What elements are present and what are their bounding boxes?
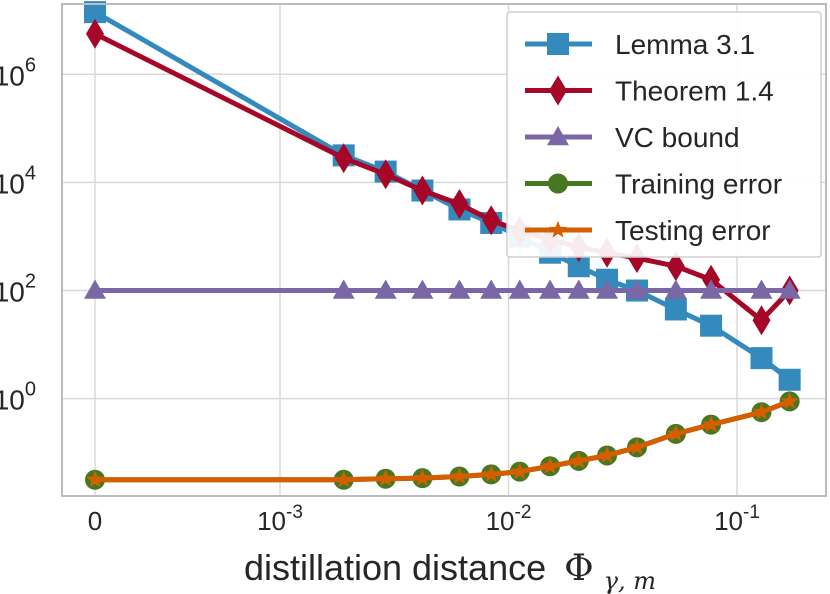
marker-star (752, 402, 771, 420)
marker-square (567, 255, 590, 278)
marker-star (598, 446, 616, 463)
series-testing-error (86, 392, 799, 488)
marker-triangle (508, 279, 531, 299)
marker-triangle (539, 279, 562, 299)
marker-star (702, 415, 720, 433)
marker-diamond (450, 189, 469, 220)
x-tick-labels: 0 10-3 10-2 10-1 (88, 502, 760, 536)
marker-diamond (86, 18, 104, 49)
legend-item: Training error (525, 169, 782, 200)
x-axis-label: distillation distance Φ γ, m (244, 547, 656, 594)
marker-triangle (567, 279, 590, 299)
marker-triangle (596, 279, 619, 299)
marker-triangle (480, 279, 503, 299)
marker-star (376, 469, 395, 487)
x-axis-label-symbol: Φ (564, 548, 594, 589)
marker-square (750, 347, 773, 370)
marker-triangle (332, 279, 355, 299)
legend-item: Lemma 3.1 (525, 29, 755, 60)
marker-triangle (625, 279, 648, 299)
x-tick-label: 10-1 (714, 502, 760, 536)
marker-star (334, 470, 353, 488)
marker-diamond (376, 159, 395, 190)
marker-star (667, 424, 685, 442)
legend-label: Theorem 1.4 (615, 76, 774, 107)
marker-diamond (549, 75, 567, 106)
legend-label: Training error (615, 169, 782, 200)
plot-frame (61, 3, 827, 497)
x-tick-label: 10-2 (486, 502, 532, 536)
marker-square (84, 1, 106, 24)
marker-diamond (482, 205, 501, 236)
marker-triangle (547, 126, 569, 146)
series-vc-bound (84, 279, 801, 299)
legend-label: VC bound (615, 122, 740, 153)
legend-item: VC bound (525, 122, 740, 153)
marker-star (450, 467, 469, 485)
legend-label: Lemma 3.1 (615, 29, 755, 60)
marker-square (547, 33, 569, 55)
marker-star (482, 465, 501, 482)
y-tick-label: 100 (0, 379, 36, 416)
marker-triangle (664, 279, 687, 299)
marker-star (413, 468, 432, 486)
marker-triangle (448, 279, 471, 299)
y-tick-label: 102 (0, 271, 36, 308)
marker-square (664, 298, 687, 321)
marker-triangle (374, 279, 397, 299)
y-tick-label: 104 (0, 162, 36, 199)
marker-triangle (700, 279, 723, 299)
marker-star (549, 220, 567, 238)
legend: Lemma 3.1 Theorem 1.4 VC bound Training err… (506, 11, 822, 258)
marker-star (510, 462, 529, 480)
legend-item: Testing error (525, 215, 771, 246)
marker-circle (548, 173, 568, 194)
x-tick-label: 0 (88, 506, 102, 536)
legend-label: Testing error (615, 215, 771, 246)
legend-box (506, 11, 822, 258)
x-tick-label: 10-3 (257, 502, 303, 536)
marker-triangle (411, 279, 434, 299)
legend-item: Theorem 1.4 (525, 75, 774, 107)
y-tick-labels: 100 102 104 106 (0, 54, 36, 415)
y-tick-label: 106 (0, 54, 36, 91)
x-axis-label-text: distillation distance (244, 547, 546, 588)
marker-star (86, 470, 104, 488)
x-axis-label-subscript: γ, m (604, 567, 656, 594)
marker-triangle (750, 279, 773, 299)
marker-star (628, 438, 646, 455)
marker-diamond (334, 143, 353, 174)
marker-diamond (752, 305, 771, 336)
marker-square (700, 314, 723, 337)
marker-star (780, 392, 799, 409)
marker-diamond (666, 251, 685, 282)
marker-triangle (778, 279, 801, 299)
marker-square (778, 368, 801, 391)
marker-diamond (413, 175, 432, 206)
marker-triangle (84, 279, 106, 299)
marker-star (541, 456, 559, 474)
marker-star (569, 451, 588, 469)
